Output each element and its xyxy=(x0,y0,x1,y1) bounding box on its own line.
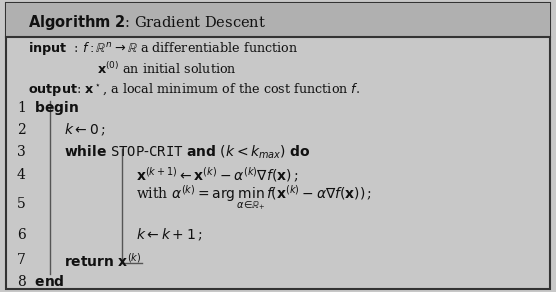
Text: 4: 4 xyxy=(17,168,26,182)
Text: $k \leftarrow k+1\,$;: $k \leftarrow k+1\,$; xyxy=(136,227,203,243)
Text: $\mathbf{input}$  : $f:\mathbb{R}^n \rightarrow \mathbb{R}$ a differentiable fun: $\mathbf{input}$ : $f:\mathbb{R}^n \righ… xyxy=(28,40,298,57)
Text: $\mathbf{Algorithm\ 2}$: Gradient Descent: $\mathbf{Algorithm\ 2}$: Gradient Descen… xyxy=(28,13,266,32)
Text: 2: 2 xyxy=(17,123,26,137)
Text: with $\alpha^{(k)} = \arg\min_{\alpha \in \mathbb{R}_+} f(\mathbf{x}^{(k)} - \al: with $\alpha^{(k)} = \arg\min_{\alpha \i… xyxy=(136,184,373,213)
Text: 6: 6 xyxy=(17,228,26,242)
FancyBboxPatch shape xyxy=(6,3,550,36)
Text: 8  $\mathbf{end}$: 8 $\mathbf{end}$ xyxy=(17,274,64,289)
Text: 5: 5 xyxy=(17,197,26,211)
Text: $\mathbf{output}$: $\mathbf{x}^\star$, a local minimum of the cost function $f$.: $\mathbf{output}$: $\mathbf{x}^\star$, a… xyxy=(28,81,360,98)
FancyBboxPatch shape xyxy=(6,3,550,289)
Text: $\mathbf{x}^{(0)}$ an initial solution: $\mathbf{x}^{(0)}$ an initial solution xyxy=(97,62,237,77)
Text: 1  $\mathbf{begin}$: 1 $\mathbf{begin}$ xyxy=(17,99,79,117)
Text: $\mathbf{x}^{(k+1)} \leftarrow \mathbf{x}^{(k)} - \alpha^{(k)}\nabla f(\mathbf{x: $\mathbf{x}^{(k+1)} \leftarrow \mathbf{x… xyxy=(136,166,299,185)
Text: 7: 7 xyxy=(17,253,26,267)
Text: 3: 3 xyxy=(17,145,26,159)
Text: $k \leftarrow 0\,$;: $k \leftarrow 0\,$; xyxy=(64,122,105,138)
Text: $\mathbf{return}\ \mathbf{x}^{(k)}$: $\mathbf{return}\ \mathbf{x}^{(k)}$ xyxy=(64,251,141,270)
Text: $\mathbf{while}$ $\mathtt{STOP\text{-}CRIT}$ $\mathbf{and}$ $(k < k_{max})$ $\ma: $\mathbf{while}$ $\mathtt{STOP\text{-}CR… xyxy=(64,143,311,161)
